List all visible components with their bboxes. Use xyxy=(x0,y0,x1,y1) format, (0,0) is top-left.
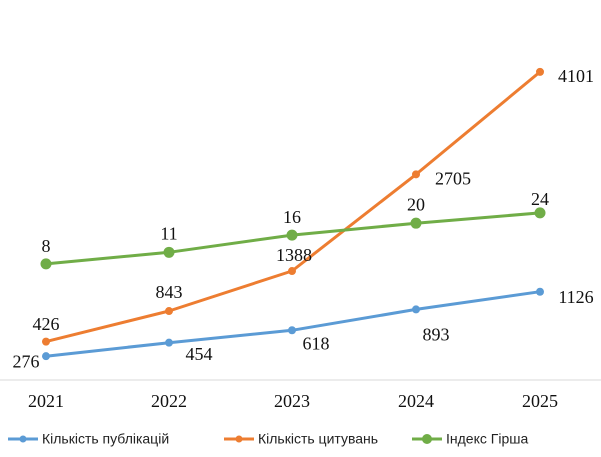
x-tick-label-2021: 2021 xyxy=(28,391,64,411)
legend-label-h-index: Індекс Гірша xyxy=(446,431,528,447)
point-h-index-2022 xyxy=(163,246,175,258)
point-publications-2024 xyxy=(412,305,420,314)
point-h-index-2025 xyxy=(534,207,546,219)
point-citations-2022 xyxy=(165,307,173,316)
data-label-publications-2025: 1126 xyxy=(558,287,593,307)
legend-item-citations: Кількість цитувань xyxy=(224,431,378,447)
data-label-citations-2023: 1388 xyxy=(276,245,312,265)
x-tick-label-2022: 2022 xyxy=(151,391,187,411)
data-label-citations-2022: 843 xyxy=(156,282,183,302)
legend-item-publications: Кількість публікацій xyxy=(8,431,169,447)
legend-label-citations: Кількість цитувань xyxy=(258,431,378,447)
legend-swatch-marker-h-index xyxy=(422,434,432,444)
legend-label-publications: Кількість публікацій xyxy=(42,431,169,447)
series-publications: 276 454 618 893 1126 xyxy=(13,287,594,371)
point-citations-2024 xyxy=(412,170,420,179)
point-publications-2022 xyxy=(165,338,173,347)
point-publications-2025 xyxy=(536,287,544,296)
legend-swatch-marker-publications xyxy=(19,435,27,443)
data-label-h-index-2024: 20 xyxy=(407,194,425,214)
point-publications-2021 xyxy=(42,352,50,361)
legend-item-h-index: Індекс Гірша xyxy=(412,431,528,447)
point-citations-2021 xyxy=(42,337,50,346)
data-label-citations-2025: 4101 xyxy=(558,66,594,86)
series-h-index: 8 11 16 20 24 xyxy=(40,189,549,270)
data-label-h-index-2022: 11 xyxy=(160,223,177,243)
data-label-h-index-2021: 8 xyxy=(42,236,51,256)
point-h-index-2021 xyxy=(40,258,52,270)
data-label-citations-2024: 2705 xyxy=(435,168,471,188)
data-label-h-index-2025: 24 xyxy=(531,189,549,209)
x-tick-label-2023: 2023 xyxy=(274,391,310,411)
data-label-citations-2021: 426 xyxy=(33,314,60,334)
series-citations: 426 843 1388 2705 4101 xyxy=(33,66,594,346)
point-publications-2023 xyxy=(288,326,296,335)
data-label-publications-2021: 276 xyxy=(13,351,40,371)
point-h-index-2024 xyxy=(410,217,422,229)
data-label-publications-2023: 618 xyxy=(303,333,330,353)
point-citations-2025 xyxy=(536,67,544,76)
point-citations-2023 xyxy=(288,267,296,276)
series-layer: 276 454 618 893 1126 426 843 1388 2705 4101 8 11 16 2… xyxy=(13,66,595,371)
legend-swatch-marker-citations xyxy=(235,435,243,443)
data-label-publications-2022: 454 xyxy=(186,344,213,364)
point-h-index-2023 xyxy=(286,229,298,241)
legend: Кількість публікацій Кількість цитувань Ін… xyxy=(8,431,528,447)
data-label-publications-2024: 893 xyxy=(423,325,450,345)
data-label-h-index-2023: 16 xyxy=(283,207,301,227)
x-axis-ticks: 2021 2022 2023 2024 2025 xyxy=(28,391,558,411)
x-tick-label-2024: 2024 xyxy=(398,391,434,411)
x-tick-label-2025: 2025 xyxy=(522,391,558,411)
